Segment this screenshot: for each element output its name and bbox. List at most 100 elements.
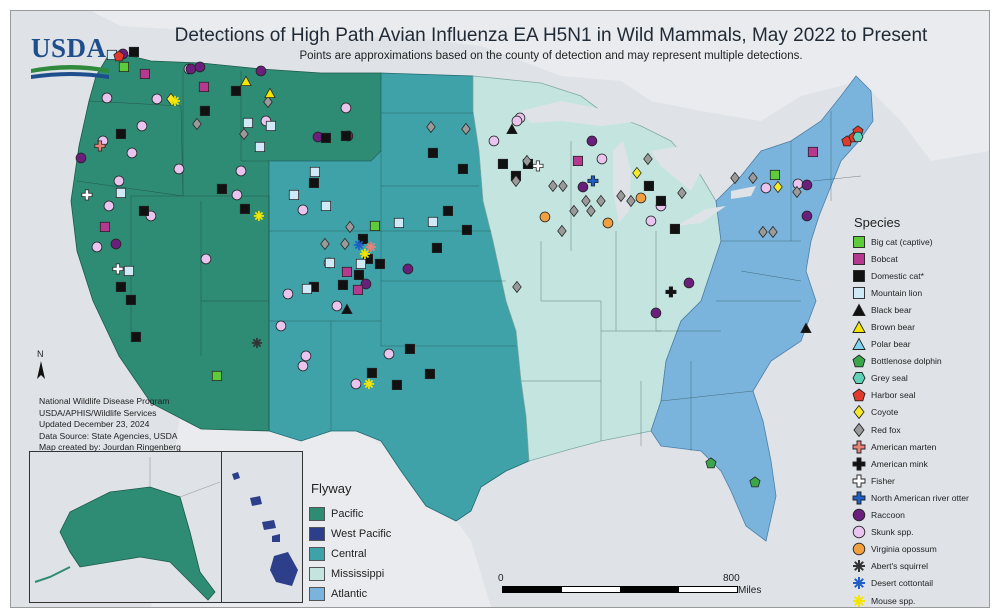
detection-marker-square xyxy=(139,68,151,80)
flyway-atlantic xyxy=(650,75,874,542)
detection-marker-square xyxy=(442,205,454,217)
detection-marker-square xyxy=(457,163,469,175)
detection-marker-square xyxy=(369,220,381,232)
detection-marker-square xyxy=(320,200,332,212)
detection-marker-circle xyxy=(488,135,500,147)
species-legend-label: Black bear xyxy=(871,304,912,315)
species-legend-item: Bobcat xyxy=(852,250,969,267)
map-credits: National Wildlife Disease Program USDA/A… xyxy=(39,396,181,454)
credit-line: National Wildlife Disease Program xyxy=(39,396,170,406)
detection-marker-diamond xyxy=(461,122,471,136)
detection-marker-circle xyxy=(185,63,197,75)
species-legend: Big cat (captive) Bobcat Domestic cat* Moun… xyxy=(852,233,969,607)
detection-marker-circle xyxy=(113,175,125,187)
square-icon xyxy=(852,286,866,300)
detection-marker-square xyxy=(366,367,378,379)
detection-marker-square xyxy=(118,61,130,73)
species-legend-item: Red fox xyxy=(852,421,969,438)
detection-marker-square xyxy=(254,141,266,153)
canada-land xyxy=(11,11,989,161)
species-legend-item: Polar bear xyxy=(852,336,969,353)
species-legend-label: Skunk spp. xyxy=(871,527,914,538)
detection-marker-triangle xyxy=(240,75,252,87)
scale-max-label: 800 xyxy=(723,573,740,584)
detection-marker-circle xyxy=(383,348,395,360)
detection-marker-square xyxy=(230,85,242,97)
species-legend-item: Brown bear xyxy=(852,318,969,335)
detection-marker-square xyxy=(427,147,439,159)
detection-marker-circle xyxy=(645,215,657,227)
flyway-legend-item: West Pacific xyxy=(309,524,391,544)
detection-marker-circle xyxy=(110,238,122,250)
flyway-legend-label: West Pacific xyxy=(331,528,392,540)
detection-marker-cross xyxy=(112,263,124,275)
species-legend-item: Harbor seal xyxy=(852,387,969,404)
detection-marker-square xyxy=(337,279,349,291)
detection-marker-square xyxy=(320,132,332,144)
flyway-swatch xyxy=(309,587,325,601)
detection-marker-square xyxy=(115,187,127,199)
detection-marker-circle xyxy=(635,192,647,204)
detection-marker-diamond xyxy=(557,224,567,238)
cross-icon xyxy=(852,457,866,471)
detection-marker-square xyxy=(138,205,150,217)
species-legend-label: Virginia opossum xyxy=(871,544,937,555)
map-frame: USDA Detections of High Path Avian Influ… xyxy=(10,10,990,608)
detection-marker-circle xyxy=(235,165,247,177)
detection-marker-square xyxy=(309,166,321,178)
detection-marker-diamond xyxy=(345,220,355,234)
species-legend-item: Black bear xyxy=(852,301,969,318)
detection-marker-diamond xyxy=(426,120,436,134)
alaska-map xyxy=(34,457,221,601)
species-legend-item: Big cat (captive) xyxy=(852,233,969,250)
state-borders xyxy=(76,71,862,451)
circle-icon xyxy=(852,542,866,556)
detection-marker-triangle xyxy=(341,303,353,315)
detection-marker-circle xyxy=(75,152,87,164)
species-legend-label: Red fox xyxy=(871,424,901,435)
flyway-legend-title: Flyway xyxy=(311,481,352,496)
species-legend-label: Brown bear xyxy=(871,322,915,333)
species-legend-label: Bobcat xyxy=(871,253,898,264)
detection-marker-circle xyxy=(586,135,598,147)
detection-marker-square xyxy=(374,258,386,270)
pentagon-icon xyxy=(852,354,866,368)
detection-marker-cross xyxy=(587,175,599,187)
triangle-icon xyxy=(852,337,866,351)
detection-marker-square xyxy=(341,266,353,278)
detection-marker-square xyxy=(393,217,405,229)
scale-bar xyxy=(502,586,738,593)
circle-icon xyxy=(852,525,866,539)
detection-marker-diamond xyxy=(558,179,568,193)
detection-marker-cross xyxy=(665,286,677,298)
flyway-legend-label: Mississippi xyxy=(331,568,385,580)
detection-marker-asterisk xyxy=(359,248,371,260)
square-icon xyxy=(852,269,866,283)
detection-marker-circle xyxy=(801,179,813,191)
species-legend-label: American mink xyxy=(871,458,928,469)
detection-marker-square xyxy=(239,203,251,215)
detection-marker-diamond xyxy=(511,174,521,188)
detection-marker-circle xyxy=(200,253,212,265)
detection-marker-circle xyxy=(360,278,372,290)
detection-marker-square xyxy=(198,81,210,93)
species-legend-item: Skunk spp. xyxy=(852,524,969,541)
asterisk-icon xyxy=(852,594,866,607)
detection-marker-cross xyxy=(532,160,544,172)
detection-marker-circle xyxy=(136,120,148,132)
detection-marker-square xyxy=(427,216,439,228)
detection-marker-square xyxy=(769,169,781,181)
detection-marker-square xyxy=(308,177,320,189)
detection-marker-diamond xyxy=(748,171,758,185)
flyway-swatch xyxy=(309,567,325,581)
credit-line: Data Source: State Agencies, USDA xyxy=(39,430,178,441)
species-legend-label: Grey seal xyxy=(871,373,908,384)
detection-marker-square xyxy=(807,146,819,158)
detection-marker-diamond xyxy=(758,225,768,239)
species-legend-item: North American river otter xyxy=(852,489,969,506)
detection-marker-circle xyxy=(340,102,352,114)
square-icon xyxy=(852,235,866,249)
cross-icon xyxy=(852,474,866,488)
detection-marker-asterisk xyxy=(253,210,265,222)
flyway-legend-label: Central xyxy=(331,548,367,560)
